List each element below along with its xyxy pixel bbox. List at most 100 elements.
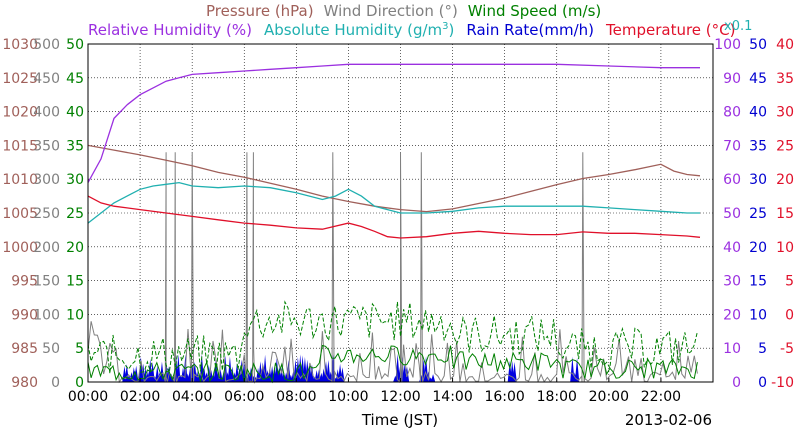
y-tick-label: 400 — [33, 105, 60, 121]
x-tick-label: 04:00 — [172, 389, 212, 405]
y-tick-label: 20 — [66, 240, 84, 256]
y-tick-label: 40 — [749, 105, 767, 121]
y-tick-label: 80 — [723, 105, 741, 121]
y-tick-label: 45 — [66, 71, 84, 87]
x-tick-label: 06:00 — [224, 389, 264, 405]
rain-rate-mark — [430, 374, 436, 382]
wind-gust-line — [87, 300, 698, 375]
y-tick-label: 35 — [66, 138, 84, 154]
y-tick-label: 500 — [33, 37, 60, 53]
rain-rate-mark — [574, 357, 580, 382]
y-tick-label: -5 — [780, 341, 794, 357]
abs_humidity-line — [87, 181, 700, 224]
legend-entry: Absolute Humidity (g/m — [264, 21, 442, 39]
legend-entry: Pressure (hPa) — [206, 2, 314, 20]
relative_humidity-line — [87, 63, 700, 183]
y-tick-label: 50 — [723, 206, 741, 222]
y-tick-label: 1020 — [2, 105, 38, 121]
right-axes: 0 10 20 30 40 50 60 70 80 90 100 0 5 10 15 20 25 30 35 40 45… — [714, 37, 794, 391]
rain-rate-mark — [404, 366, 410, 382]
y-tick-label: 90 — [723, 71, 741, 87]
y-tick-label: 980 — [11, 375, 38, 391]
series-layer — [87, 63, 701, 384]
x-tick-label: 08:00 — [276, 389, 316, 405]
y-tick-label: 1015 — [2, 138, 38, 154]
y-tick-label: 40 — [723, 240, 741, 256]
y-tick-label: 10 — [66, 307, 84, 323]
y-tick-label: 25 — [776, 138, 794, 154]
rain-rate-mark — [223, 355, 228, 382]
y-tick-label: 100 — [714, 37, 741, 53]
y-tick-label: 60 — [723, 172, 741, 188]
y-tick-label: 10 — [776, 240, 794, 256]
x-tick-label: 00:00 — [68, 389, 108, 405]
y-tick-label: 50 — [749, 37, 767, 53]
y-tick-label: 350 — [33, 138, 60, 154]
x-tick-labels: 00:00 02:00 04:00 06:00 08:00 10:00 12:00 14:00… — [68, 378, 681, 405]
y-tick-label: 5 — [75, 341, 84, 357]
y-tick-label: 300 — [33, 172, 60, 188]
y-tick-label: 30 — [749, 172, 767, 188]
x-axis-label: Time (JST) — [361, 411, 438, 429]
wind-speed-line — [87, 344, 698, 384]
y-tick-label: 20 — [749, 240, 767, 256]
y-tick-label: 5 — [758, 341, 767, 357]
y-tick-label: 35 — [749, 138, 767, 154]
x-tick-label: 12:00 — [380, 389, 420, 405]
y-tick-label: 20 — [723, 307, 741, 323]
legend-entry: Relative Humidity (%) — [88, 21, 252, 39]
y-tick-label: 25 — [66, 206, 84, 222]
y-tick-label: 45 — [749, 71, 767, 87]
legend-entry: Wind Speed (m/s) — [468, 2, 601, 20]
y-tick-label: 1010 — [2, 172, 38, 188]
y-tick-label: 30 — [776, 105, 794, 121]
y-tick-label: 30 — [723, 274, 741, 290]
y-tick-label: 200 — [33, 240, 60, 256]
legend-row-1: Pressure (hPa) Wind Direction (°) Wind Spe… — [206, 2, 601, 20]
y-tick-label: 35 — [776, 71, 794, 87]
legend-superscript: 3 — [442, 21, 448, 32]
y-tick-label: 1000 — [2, 240, 38, 256]
abs-multiplier-label: x0.1 — [724, 19, 752, 34]
y-tick-label: 5 — [785, 274, 794, 290]
x-tick-label: 20:00 — [589, 389, 629, 405]
y-tick-label: 70 — [723, 138, 741, 154]
x-tick-label: 18:00 — [537, 389, 577, 405]
y-tick-label: 450 — [33, 71, 60, 87]
y-tick-label: 985 — [11, 341, 38, 357]
rain-rate-mark — [340, 367, 345, 382]
y-tick-label: 50 — [66, 37, 84, 53]
y-tick-label: 15 — [776, 206, 794, 222]
y-tick-label: 50 — [42, 341, 60, 357]
y-tick-label: 40 — [776, 37, 794, 53]
y-tick-label: -10 — [771, 375, 794, 391]
y-tick-label: 1025 — [2, 71, 38, 87]
rain-rate-mark — [176, 354, 181, 382]
y-tick-label: 15 — [749, 274, 767, 290]
rain-rate-mark — [262, 354, 268, 382]
legend-row-2: Relative Humidity (%) Absolute Humidity (… — [88, 21, 735, 39]
y-tick-label: 30 — [66, 172, 84, 188]
y-tick-label: 20 — [776, 172, 794, 188]
y-tick-label: 0 — [785, 307, 794, 323]
y-tick-label: 0 — [75, 375, 84, 391]
y-tick-label: 10 — [749, 307, 767, 323]
x-tick-label: 22:00 — [641, 389, 681, 405]
rain-rate-mark — [159, 361, 165, 382]
x-tick-label: 02:00 — [120, 389, 160, 405]
x-tick-label: 14:00 — [432, 389, 472, 405]
y-tick-label: 100 — [33, 307, 60, 323]
y-tick-label: 250 — [33, 206, 60, 222]
date-label: 2013-02-06 — [625, 411, 712, 429]
legend: Pressure (hPa) Wind Direction (°) Wind Spe… — [88, 2, 752, 39]
x-tick-label: 10:00 — [328, 389, 368, 405]
y-tick-label: 990 — [11, 307, 38, 323]
left-axes: 9809859909951000100510101015102010251030… — [2, 37, 84, 391]
legend-entry-tail: ) — [449, 21, 455, 39]
y-tick-label: 0 — [758, 375, 767, 391]
y-tick-label: 15 — [66, 274, 84, 290]
y-tick-label: 40 — [66, 105, 84, 121]
y-tick-label: 10 — [723, 341, 741, 357]
legend-entry: Temperature (°C) — [605, 21, 735, 39]
